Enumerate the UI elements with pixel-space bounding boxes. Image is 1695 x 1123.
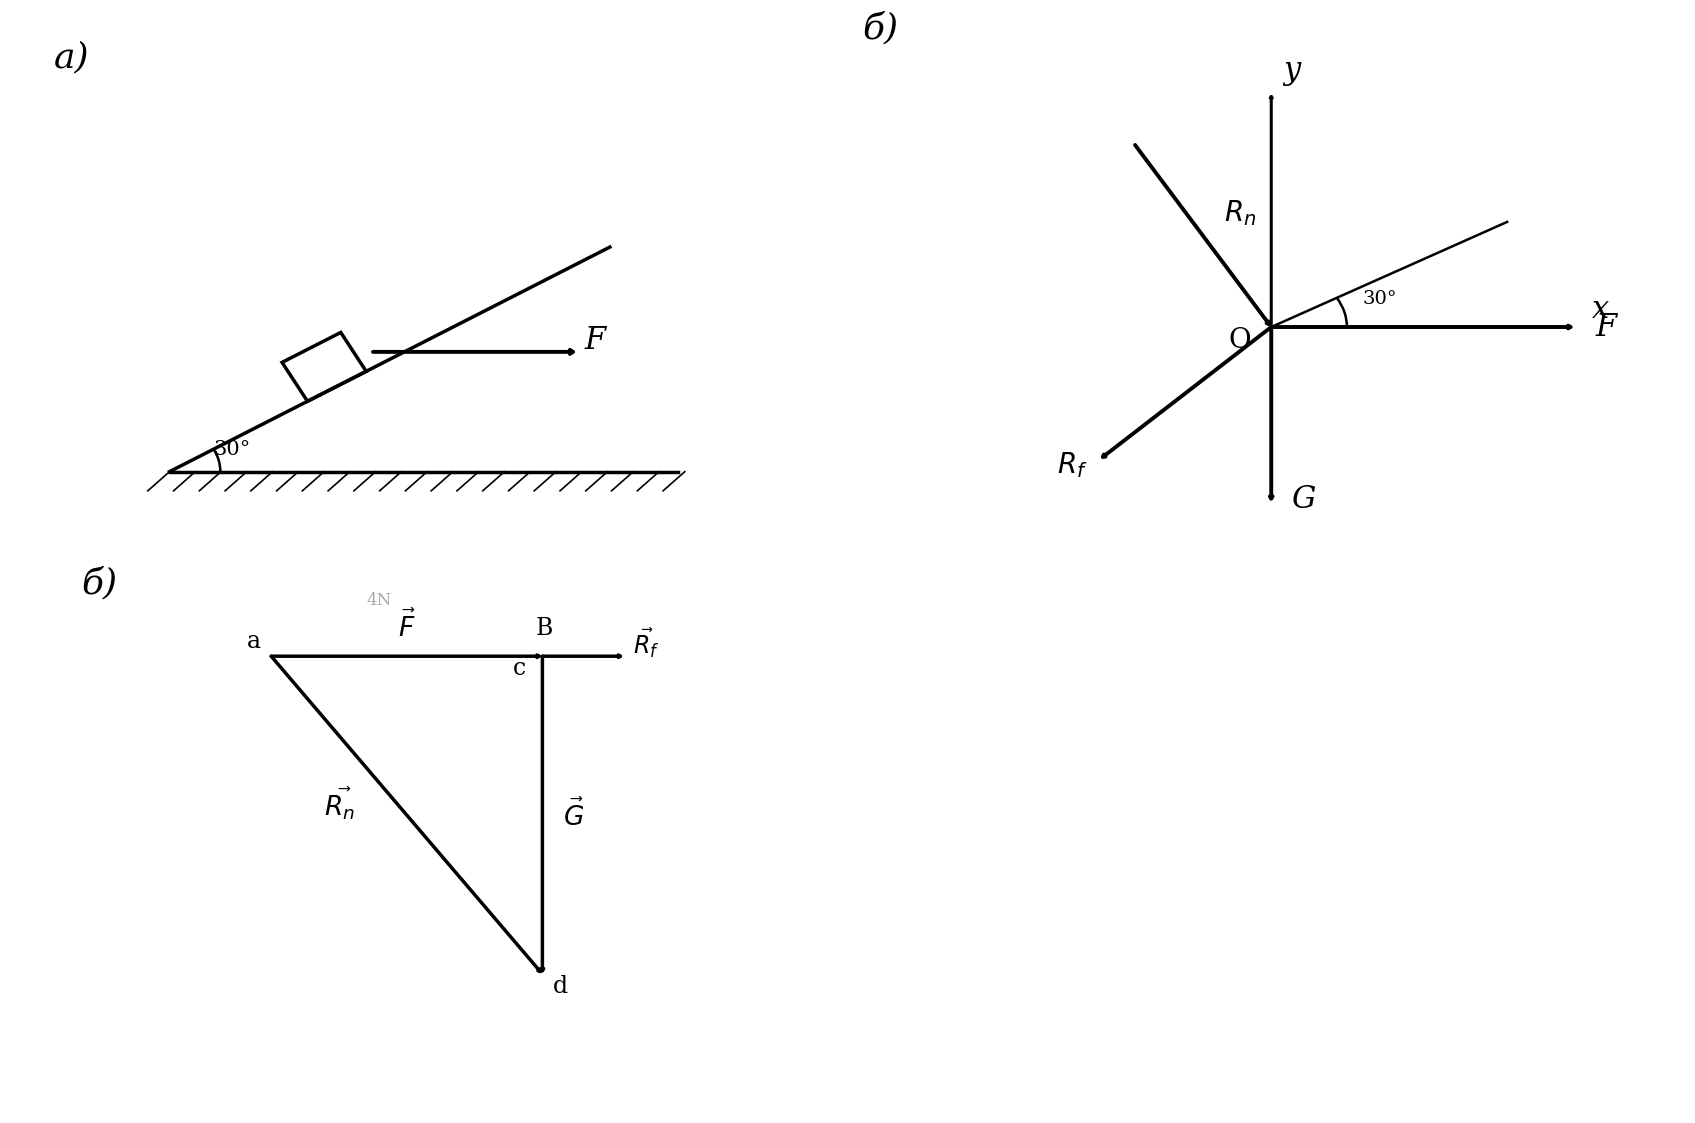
Text: F: F [1595,312,1617,344]
Text: 30°: 30° [214,440,251,459]
Text: G: G [1292,484,1315,515]
Text: $\vec{R_f}$: $\vec{R_f}$ [634,627,659,660]
Text: F: F [585,325,605,356]
Text: c: c [512,657,525,681]
Text: 4N: 4N [366,592,392,610]
Text: б): б) [863,11,898,46]
Text: y: y [1283,55,1300,86]
Text: $\vec{F}$: $\vec{F}$ [398,610,415,642]
Text: B: B [536,617,553,640]
Text: a: a [247,630,261,652]
Text: O: O [1229,327,1251,354]
Text: а): а) [54,40,90,74]
Text: б): б) [81,566,117,600]
Text: 30°: 30° [1363,290,1397,308]
Text: d: d [553,975,568,998]
Text: x: x [1592,294,1609,325]
Text: $\vec{G}$: $\vec{G}$ [563,798,583,831]
Text: $R_f$: $R_f$ [1058,450,1088,480]
Text: $\vec{R_n}$: $\vec{R_n}$ [324,785,354,822]
Text: $R_n$: $R_n$ [1224,198,1256,228]
